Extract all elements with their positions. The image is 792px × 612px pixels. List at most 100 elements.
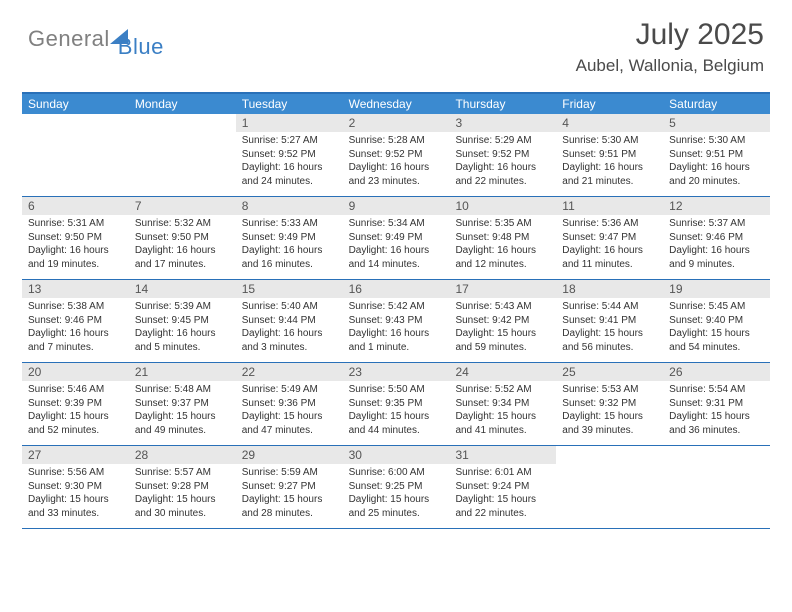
calendar-cell: 26Sunrise: 5:54 AMSunset: 9:31 PMDayligh…	[663, 363, 770, 445]
day-number: 21	[129, 363, 236, 381]
day-number: 16	[343, 280, 450, 298]
location: Aubel, Wallonia, Belgium	[576, 56, 764, 76]
day-number: 30	[343, 446, 450, 464]
week-row: 20Sunrise: 5:46 AMSunset: 9:39 PMDayligh…	[22, 363, 770, 446]
calendar-cell: 6Sunrise: 5:31 AMSunset: 9:50 PMDaylight…	[22, 197, 129, 279]
cell-body: Sunrise: 5:53 AMSunset: 9:32 PMDaylight:…	[556, 381, 663, 441]
month-title: July 2025	[576, 18, 764, 52]
calendar: SundayMondayTuesdayWednesdayThursdayFrid…	[22, 92, 770, 529]
day-number: 20	[22, 363, 129, 381]
cell-body: Sunrise: 5:49 AMSunset: 9:36 PMDaylight:…	[236, 381, 343, 441]
day-number: 18	[556, 280, 663, 298]
cell-body: Sunrise: 5:32 AMSunset: 9:50 PMDaylight:…	[129, 215, 236, 275]
cell-body: Sunrise: 5:30 AMSunset: 9:51 PMDaylight:…	[663, 132, 770, 192]
calendar-cell	[129, 114, 236, 196]
day-number: 17	[449, 280, 556, 298]
day-number: 23	[343, 363, 450, 381]
day-number: 28	[129, 446, 236, 464]
cell-body: Sunrise: 6:01 AMSunset: 9:24 PMDaylight:…	[449, 464, 556, 524]
day-number: 3	[449, 114, 556, 132]
cell-body: Sunrise: 5:46 AMSunset: 9:39 PMDaylight:…	[22, 381, 129, 441]
day-number: 26	[663, 363, 770, 381]
calendar-cell: 24Sunrise: 5:52 AMSunset: 9:34 PMDayligh…	[449, 363, 556, 445]
day-number: 7	[129, 197, 236, 215]
day-number: 22	[236, 363, 343, 381]
calendar-cell: 7Sunrise: 5:32 AMSunset: 9:50 PMDaylight…	[129, 197, 236, 279]
cell-body: Sunrise: 5:33 AMSunset: 9:49 PMDaylight:…	[236, 215, 343, 275]
day-number: 2	[343, 114, 450, 132]
calendar-cell: 28Sunrise: 5:57 AMSunset: 9:28 PMDayligh…	[129, 446, 236, 528]
cell-body: Sunrise: 5:57 AMSunset: 9:28 PMDaylight:…	[129, 464, 236, 524]
cell-body: Sunrise: 5:38 AMSunset: 9:46 PMDaylight:…	[22, 298, 129, 358]
calendar-cell: 12Sunrise: 5:37 AMSunset: 9:46 PMDayligh…	[663, 197, 770, 279]
calendar-cell	[663, 446, 770, 528]
calendar-cell: 2Sunrise: 5:28 AMSunset: 9:52 PMDaylight…	[343, 114, 450, 196]
calendar-cell: 15Sunrise: 5:40 AMSunset: 9:44 PMDayligh…	[236, 280, 343, 362]
calendar-cell	[556, 446, 663, 528]
day-number: 12	[663, 197, 770, 215]
day-number: 25	[556, 363, 663, 381]
week-row: 6Sunrise: 5:31 AMSunset: 9:50 PMDaylight…	[22, 197, 770, 280]
calendar-cell: 18Sunrise: 5:44 AMSunset: 9:41 PMDayligh…	[556, 280, 663, 362]
day-number: 9	[343, 197, 450, 215]
day-header: Wednesday	[343, 94, 450, 114]
cell-body: Sunrise: 5:30 AMSunset: 9:51 PMDaylight:…	[556, 132, 663, 192]
day-number: 4	[556, 114, 663, 132]
header: General Blue July 2025 Aubel, Wallonia, …	[0, 0, 792, 84]
cell-body: Sunrise: 5:56 AMSunset: 9:30 PMDaylight:…	[22, 464, 129, 524]
calendar-cell: 13Sunrise: 5:38 AMSunset: 9:46 PMDayligh…	[22, 280, 129, 362]
day-number: 27	[22, 446, 129, 464]
cell-body: Sunrise: 5:43 AMSunset: 9:42 PMDaylight:…	[449, 298, 556, 358]
cell-body: Sunrise: 5:27 AMSunset: 9:52 PMDaylight:…	[236, 132, 343, 192]
cell-body: Sunrise: 5:39 AMSunset: 9:45 PMDaylight:…	[129, 298, 236, 358]
calendar-cell: 21Sunrise: 5:48 AMSunset: 9:37 PMDayligh…	[129, 363, 236, 445]
week-row: 1Sunrise: 5:27 AMSunset: 9:52 PMDaylight…	[22, 114, 770, 197]
calendar-cell: 23Sunrise: 5:50 AMSunset: 9:35 PMDayligh…	[343, 363, 450, 445]
calendar-cell: 4Sunrise: 5:30 AMSunset: 9:51 PMDaylight…	[556, 114, 663, 196]
cell-body: Sunrise: 5:44 AMSunset: 9:41 PMDaylight:…	[556, 298, 663, 358]
day-header: Friday	[556, 94, 663, 114]
week-row: 13Sunrise: 5:38 AMSunset: 9:46 PMDayligh…	[22, 280, 770, 363]
calendar-cell: 10Sunrise: 5:35 AMSunset: 9:48 PMDayligh…	[449, 197, 556, 279]
cell-body: Sunrise: 5:34 AMSunset: 9:49 PMDaylight:…	[343, 215, 450, 275]
calendar-cell: 17Sunrise: 5:43 AMSunset: 9:42 PMDayligh…	[449, 280, 556, 362]
cell-body: Sunrise: 5:40 AMSunset: 9:44 PMDaylight:…	[236, 298, 343, 358]
day-header: Monday	[129, 94, 236, 114]
day-number: 19	[663, 280, 770, 298]
calendar-cell	[22, 114, 129, 196]
cell-body: Sunrise: 6:00 AMSunset: 9:25 PMDaylight:…	[343, 464, 450, 524]
calendar-cell: 31Sunrise: 6:01 AMSunset: 9:24 PMDayligh…	[449, 446, 556, 528]
logo: General Blue	[28, 18, 164, 60]
title-block: July 2025 Aubel, Wallonia, Belgium	[576, 18, 764, 76]
day-number: 5	[663, 114, 770, 132]
calendar-cell: 11Sunrise: 5:36 AMSunset: 9:47 PMDayligh…	[556, 197, 663, 279]
day-number: 31	[449, 446, 556, 464]
day-number: 15	[236, 280, 343, 298]
cell-body: Sunrise: 5:31 AMSunset: 9:50 PMDaylight:…	[22, 215, 129, 275]
cell-body: Sunrise: 5:52 AMSunset: 9:34 PMDaylight:…	[449, 381, 556, 441]
cell-body: Sunrise: 5:45 AMSunset: 9:40 PMDaylight:…	[663, 298, 770, 358]
calendar-cell: 14Sunrise: 5:39 AMSunset: 9:45 PMDayligh…	[129, 280, 236, 362]
cell-body: Sunrise: 5:35 AMSunset: 9:48 PMDaylight:…	[449, 215, 556, 275]
calendar-cell: 22Sunrise: 5:49 AMSunset: 9:36 PMDayligh…	[236, 363, 343, 445]
calendar-cell: 20Sunrise: 5:46 AMSunset: 9:39 PMDayligh…	[22, 363, 129, 445]
cell-body: Sunrise: 5:37 AMSunset: 9:46 PMDaylight:…	[663, 215, 770, 275]
logo-text-blue: Blue	[118, 18, 164, 60]
day-number: 11	[556, 197, 663, 215]
day-header: Thursday	[449, 94, 556, 114]
cell-body: Sunrise: 5:48 AMSunset: 9:37 PMDaylight:…	[129, 381, 236, 441]
cell-body: Sunrise: 5:29 AMSunset: 9:52 PMDaylight:…	[449, 132, 556, 192]
cell-body: Sunrise: 5:42 AMSunset: 9:43 PMDaylight:…	[343, 298, 450, 358]
calendar-cell: 29Sunrise: 5:59 AMSunset: 9:27 PMDayligh…	[236, 446, 343, 528]
logo-text-gray: General	[28, 26, 110, 52]
cell-body: Sunrise: 5:28 AMSunset: 9:52 PMDaylight:…	[343, 132, 450, 192]
day-number: 10	[449, 197, 556, 215]
day-number: 6	[22, 197, 129, 215]
week-row: 27Sunrise: 5:56 AMSunset: 9:30 PMDayligh…	[22, 446, 770, 529]
day-header: Tuesday	[236, 94, 343, 114]
calendar-cell: 16Sunrise: 5:42 AMSunset: 9:43 PMDayligh…	[343, 280, 450, 362]
day-header: Sunday	[22, 94, 129, 114]
day-number: 29	[236, 446, 343, 464]
day-number: 14	[129, 280, 236, 298]
day-header: Saturday	[663, 94, 770, 114]
